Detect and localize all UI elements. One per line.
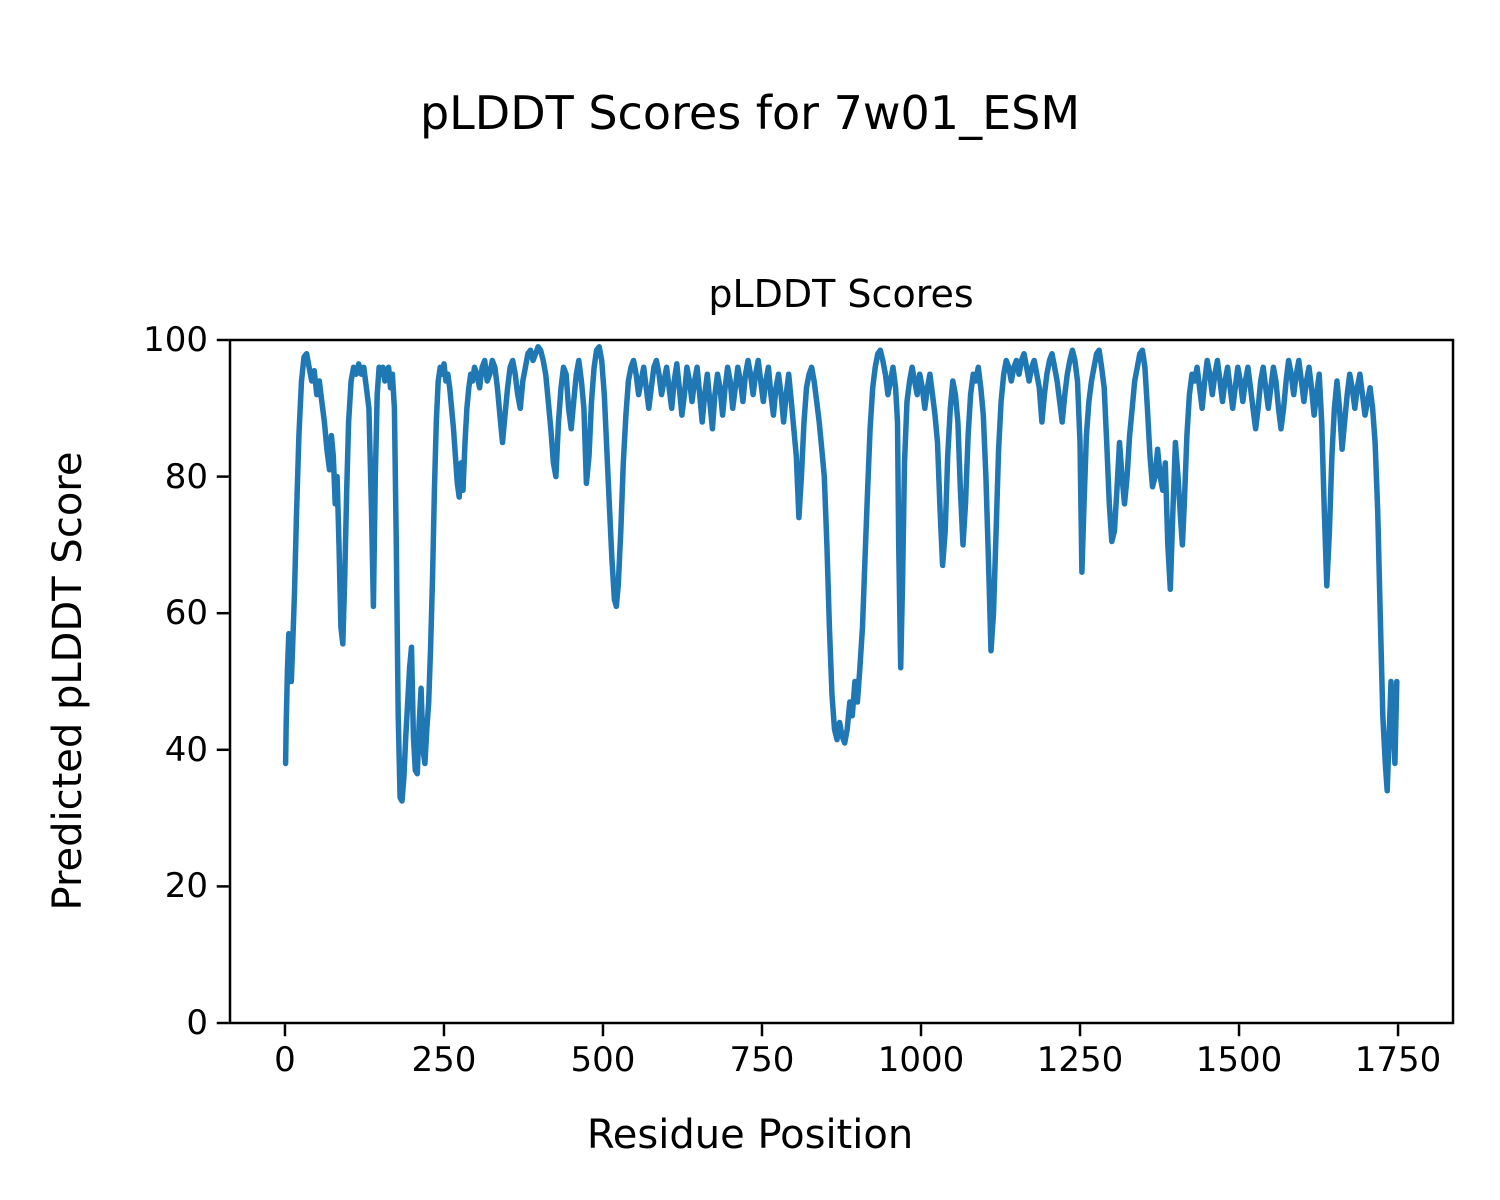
plddt-line — [282, 344, 1400, 804]
x-tick-label: 1500 — [1195, 1040, 1283, 1080]
axes-title: pLDDT Scores — [708, 272, 974, 316]
y-tick-label: 40 — [164, 729, 208, 770]
y-tick-label: 100 — [143, 320, 208, 360]
x-tick-label: 750 — [729, 1040, 795, 1080]
y-tick-label: 0 — [186, 1003, 208, 1043]
x-tick-label: 1750 — [1354, 1040, 1442, 1080]
x-tick-label: 1250 — [1036, 1040, 1124, 1080]
x-tick-label: 0 — [274, 1040, 296, 1080]
tick-marks — [216, 338, 1400, 1037]
y-axis-label: Predicted pLDDT Score — [45, 451, 91, 911]
x-tick-label: 500 — [570, 1040, 636, 1080]
x-axis-label: Residue Position — [586, 1112, 914, 1158]
x-tick-label: 1000 — [877, 1040, 965, 1080]
plot-area-spines — [228, 338, 1455, 1025]
y-tick-label: 60 — [164, 593, 208, 634]
figure-title: pLDDT Scores for 7w01_ESM — [419, 86, 1081, 140]
x-tick-label: 250 — [411, 1040, 477, 1080]
y-tick-label: 80 — [164, 456, 208, 497]
y-tick-label: 20 — [164, 866, 208, 907]
